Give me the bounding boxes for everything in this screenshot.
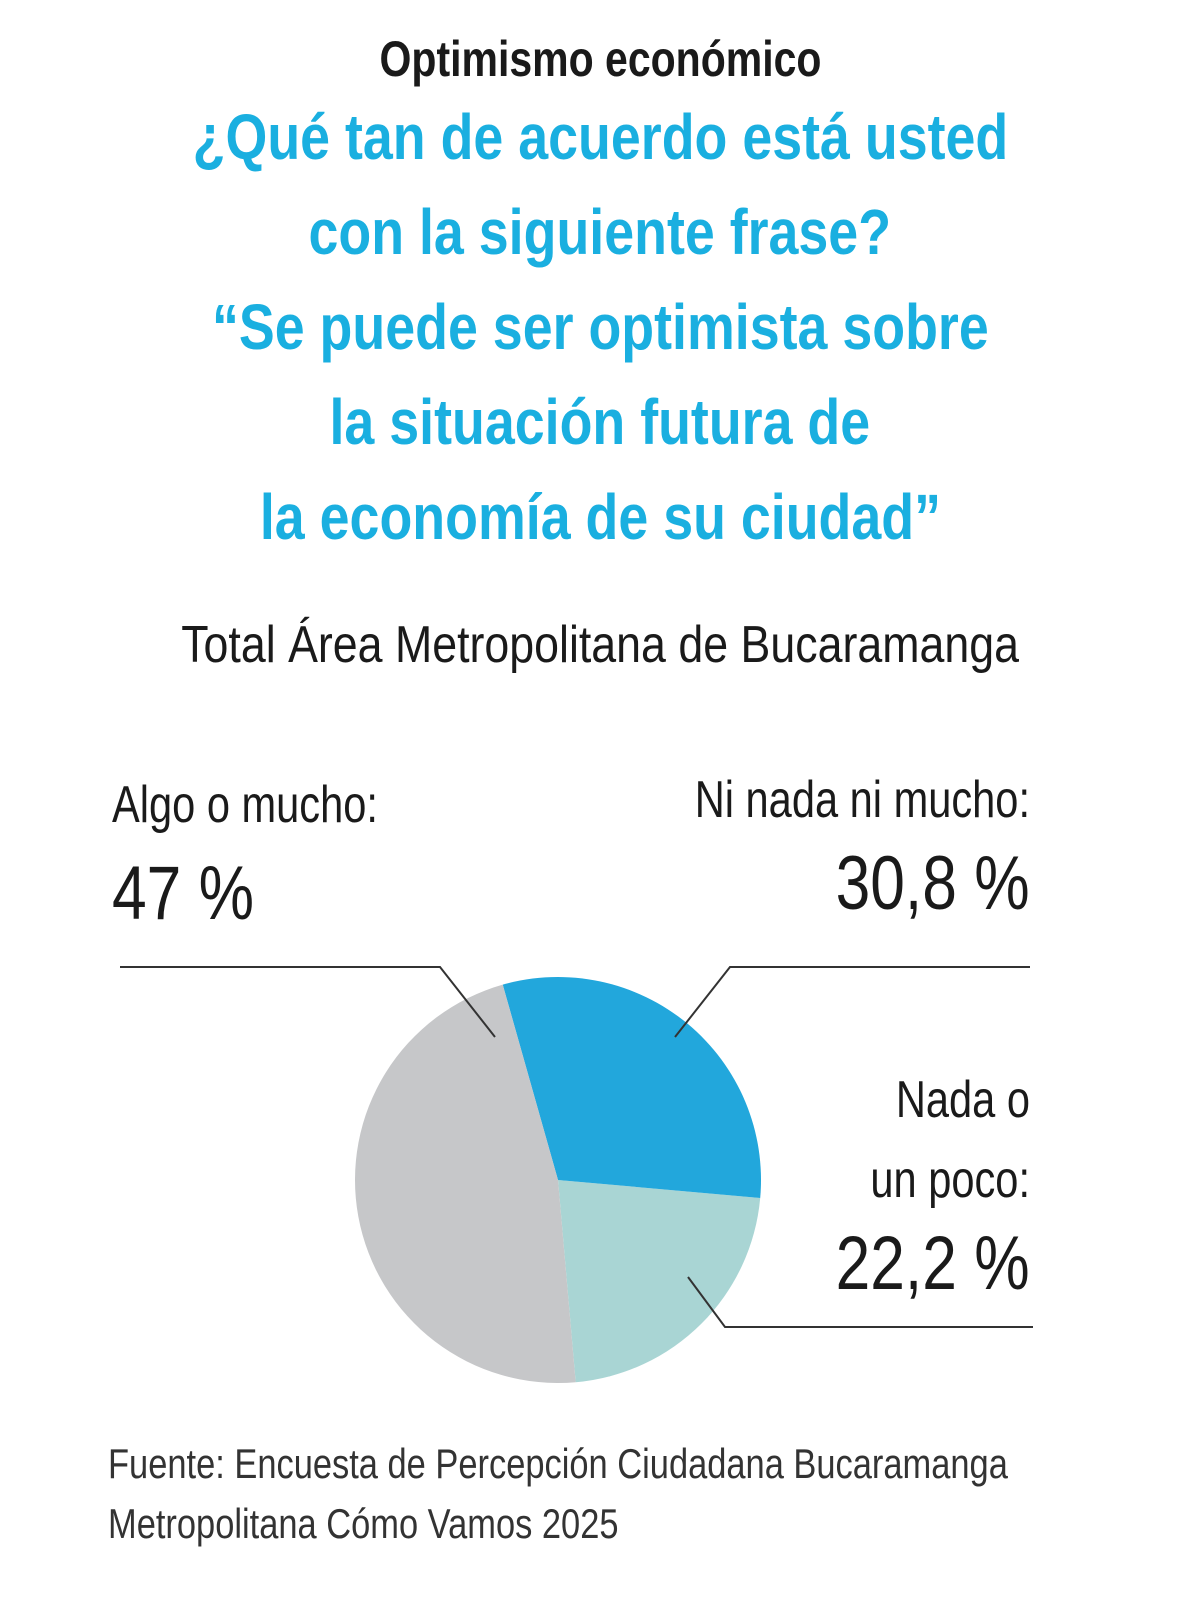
pie-slice: [355, 984, 576, 1383]
question-line-row: “Se puede ser optimista sobre: [0, 290, 1200, 364]
question-line: “Se puede ser optimista sobre: [211, 291, 989, 363]
question-line: ¿Qué tan de acuerdo está usted: [192, 101, 1008, 173]
title-row: Optimismo económico: [0, 30, 1200, 88]
value-label: 47 %: [112, 851, 255, 936]
question-line: con la siguiente frase?: [308, 196, 892, 268]
question-line-row: ¿Qué tan de acuerdo está usted: [0, 100, 1200, 174]
question-line: la economía de su ciudad”: [259, 481, 941, 553]
chart-subtitle: Total Área Metropolitana de Bucaramanga: [181, 616, 1019, 674]
slice-label: Algo o mucho:: [112, 776, 378, 834]
question-line-row: la economía de su ciudad”: [0, 480, 1200, 554]
source: Metropolitana Cómo Vamos 2025: [108, 1500, 619, 1547]
subtitle-row: Total Área Metropolitana de Bucaramanga: [0, 615, 1200, 675]
slice-label: Nada o un poco:: [870, 1071, 1030, 1209]
value-label: 22,2 %: [835, 1221, 1030, 1306]
pie-slice: [502, 977, 762, 1198]
leader-line: [687, 1276, 1033, 1328]
leader-line: [674, 966, 1030, 1038]
source: Fuente: Encuesta de Percepción Ciudadana…: [108, 1440, 1008, 1487]
leader-line: [120, 966, 496, 1038]
chart-title: Optimismo económico: [379, 31, 821, 87]
question-line-row: la situación futura de: [0, 385, 1200, 459]
slice-label: Ni nada ni mucho:: [694, 771, 1030, 829]
question-line: la situación futura de: [329, 386, 871, 458]
pie-slice: [558, 1180, 761, 1383]
question-line-row: con la siguiente frase?: [0, 195, 1200, 269]
value-label: 30,8 %: [835, 841, 1030, 926]
